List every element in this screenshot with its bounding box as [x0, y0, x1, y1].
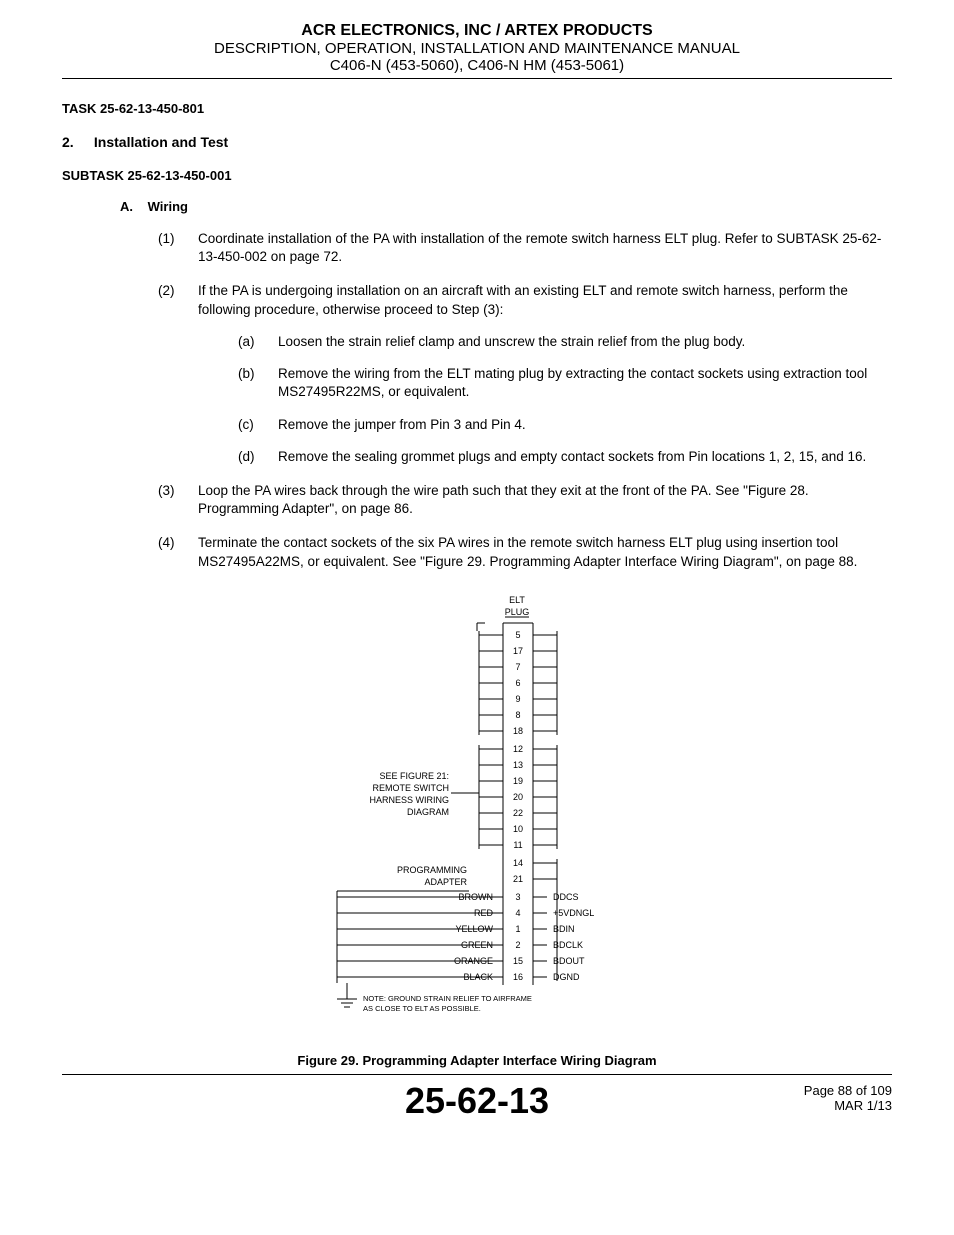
svg-text:ELT: ELT [509, 595, 525, 605]
svg-text:DIAGRAM: DIAGRAM [407, 807, 449, 817]
item-body: If the PA is undergoing installation on … [198, 282, 892, 466]
subtask-number: SUBTASK 25-62-13-450-001 [62, 168, 892, 183]
svg-text:15: 15 [513, 956, 523, 966]
footer-page: Page 88 of 109 [804, 1083, 892, 1098]
subitem-marker: (a) [238, 333, 278, 351]
item-text: Coordinate installation of the PA with i… [198, 230, 892, 266]
subsection-title: Wiring [148, 199, 188, 214]
section-number: 2. [62, 134, 90, 150]
list-item: (1) Coordinate installation of the PA wi… [158, 230, 892, 266]
task-number: TASK 25-62-13-450-801 [62, 101, 892, 116]
page-header: ACR ELECTRONICS, INC / ARTEX PRODUCTS DE… [62, 22, 892, 79]
item-marker: (2) [158, 282, 198, 466]
footer-rule [62, 1074, 892, 1075]
header-subtitle: DESCRIPTION, OPERATION, INSTALLATION AND… [62, 40, 892, 57]
subitem-text: Remove the sealing grommet plugs and emp… [278, 448, 892, 466]
svg-text:ADAPTER: ADAPTER [424, 877, 467, 887]
svg-text:10: 10 [513, 824, 523, 834]
footer-docnum: 25-62-13 [405, 1080, 549, 1122]
svg-text:YELLOW: YELLOW [455, 924, 493, 934]
svg-text:BLACK: BLACK [463, 972, 493, 982]
list-item: (4) Terminate the contact sockets of the… [158, 534, 892, 570]
sub-item: (c) Remove the jumper from Pin 3 and Pin… [238, 416, 892, 434]
svg-text:PROGRAMMING: PROGRAMMING [397, 865, 467, 875]
svg-text:BDIN: BDIN [553, 924, 575, 934]
sub-item: (b) Remove the wiring from the ELT matin… [238, 365, 892, 401]
section-title: Installation and Test [94, 134, 228, 150]
svg-text:PLUG: PLUG [505, 607, 530, 617]
subitem-text: Loosen the strain relief clamp and unscr… [278, 333, 892, 351]
svg-text:ORANGE: ORANGE [454, 956, 493, 966]
svg-text:6: 6 [515, 678, 520, 688]
svg-text:BROWN: BROWN [459, 892, 494, 902]
svg-text:16: 16 [513, 972, 523, 982]
svg-text:11: 11 [513, 840, 522, 850]
page-footer: 25-62-13 Page 88 of 109 MAR 1/13 [62, 1077, 892, 1125]
list-item: (2) If the PA is undergoing installation… [158, 282, 892, 466]
subitem-text: Remove the wiring from the ELT mating pl… [278, 365, 892, 401]
svg-text:REMOTE SWITCH: REMOTE SWITCH [373, 783, 450, 793]
subsection-heading: A. Wiring [120, 199, 892, 214]
item-text: If the PA is undergoing installation on … [198, 282, 892, 318]
svg-text:1: 1 [515, 924, 520, 934]
svg-text:12: 12 [513, 744, 523, 754]
subsection-letter: A. [120, 199, 144, 214]
item-marker: (4) [158, 534, 198, 570]
svg-text:NOTE: GROUND STRAIN RELIEF TO: NOTE: GROUND STRAIN RELIEF TO AIRFRAME [363, 994, 532, 1003]
svg-text:GREEN: GREEN [461, 940, 493, 950]
svg-text:BDOUT: BDOUT [553, 956, 585, 966]
svg-text:22: 22 [513, 808, 523, 818]
svg-text:18: 18 [513, 726, 523, 736]
svg-text:3: 3 [515, 892, 520, 902]
figure-caption: Figure 29. Programming Adapter Interface… [62, 1053, 892, 1068]
footer-right: Page 88 of 109 MAR 1/13 [804, 1083, 892, 1113]
item-marker: (3) [158, 482, 198, 518]
figure-container: ELTPLUG517769818121319202210111421341215… [62, 593, 892, 1033]
sub-item: (d) Remove the sealing grommet plugs and… [238, 448, 892, 466]
header-company: ACR ELECTRONICS, INC / ARTEX PRODUCTS [62, 22, 892, 40]
wiring-diagram: ELTPLUG517769818121319202210111421341215… [257, 593, 697, 1033]
item-text: Terminate the contact sockets of the six… [198, 534, 892, 570]
svg-text:RED: RED [474, 908, 494, 918]
subsection: A. Wiring (1) Coordinate installation of… [120, 199, 892, 571]
subitem-marker: (b) [238, 365, 278, 401]
svg-text:8: 8 [515, 710, 520, 720]
svg-text:HARNESS WIRING: HARNESS WIRING [369, 795, 449, 805]
section-heading: 2. Installation and Test [62, 134, 892, 150]
subitem-text: Remove the jumper from Pin 3 and Pin 4. [278, 416, 892, 434]
svg-text:4: 4 [515, 908, 520, 918]
subitem-marker: (d) [238, 448, 278, 466]
svg-text:19: 19 [513, 776, 523, 786]
svg-text:20: 20 [513, 792, 523, 802]
svg-text:+5VDNGL: +5VDNGL [553, 908, 594, 918]
svg-text:AS CLOSE TO ELT AS POSSIBLE.: AS CLOSE TO ELT AS POSSIBLE. [363, 1004, 481, 1013]
item-marker: (1) [158, 230, 198, 266]
svg-text:5: 5 [515, 630, 520, 640]
sub-item: (a) Loosen the strain relief clamp and u… [238, 333, 892, 351]
header-rule [62, 78, 892, 79]
svg-text:17: 17 [513, 646, 523, 656]
footer-date: MAR 1/13 [804, 1098, 892, 1113]
svg-text:9: 9 [515, 694, 520, 704]
item-text: Loop the PA wires back through the wire … [198, 482, 892, 518]
svg-text:BDCLK: BDCLK [553, 940, 583, 950]
subitem-marker: (c) [238, 416, 278, 434]
svg-text:2: 2 [515, 940, 520, 950]
svg-text:SEE FIGURE 21:: SEE FIGURE 21: [379, 771, 449, 781]
svg-text:21: 21 [513, 874, 523, 884]
svg-text:14: 14 [513, 858, 523, 868]
header-models: C406-N (453-5060), C406-N HM (453-5061) [62, 57, 892, 74]
svg-text:7: 7 [515, 662, 520, 672]
svg-text:13: 13 [513, 760, 523, 770]
list-item: (3) Loop the PA wires back through the w… [158, 482, 892, 518]
